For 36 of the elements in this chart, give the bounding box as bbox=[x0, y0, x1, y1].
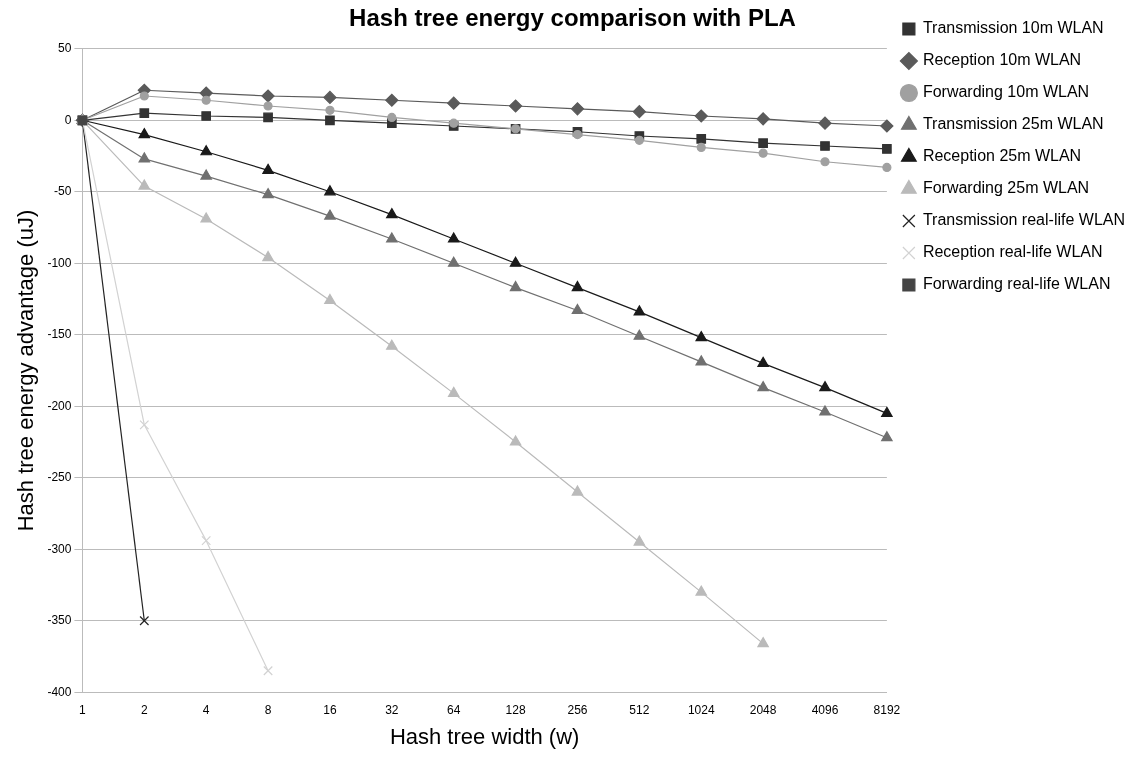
x-tick-label: 1024 bbox=[687, 702, 715, 717]
legend-label: Reception real-life WLAN bbox=[922, 243, 1103, 261]
x-tick-label: 16 bbox=[323, 702, 337, 717]
y-tick-label: -250 bbox=[47, 470, 72, 485]
legend-label: Reception 25m WLAN bbox=[922, 147, 1082, 165]
legend-label: Forwarding real-life WLAN bbox=[922, 275, 1111, 293]
y-tick-label: -350 bbox=[47, 613, 72, 628]
legend-label: Transmission real-life WLAN bbox=[922, 211, 1126, 229]
legend-label: Reception 10m WLAN bbox=[922, 51, 1082, 69]
x-tick-label: 4 bbox=[202, 702, 210, 717]
y-axis-title: Hash tree energy advantage (uJ) bbox=[13, 209, 39, 532]
legend-label: Transmission 10m WLAN bbox=[922, 19, 1104, 37]
y-tick-label: -150 bbox=[47, 327, 72, 342]
y-tick-label: -200 bbox=[47, 398, 72, 413]
x-tick-label: 8192 bbox=[873, 702, 901, 717]
x-tick-label: 256 bbox=[567, 702, 588, 717]
x-tick-label: 4096 bbox=[811, 702, 839, 717]
y-tick-label: -300 bbox=[47, 541, 72, 556]
legend-label: Forwarding 10m WLAN bbox=[922, 83, 1090, 101]
y-tick-label: 50 bbox=[58, 41, 72, 56]
y-tick-label: 0 bbox=[64, 112, 72, 127]
chart-title: Hash tree energy comparison with PLA bbox=[349, 4, 796, 32]
x-tick-label: 128 bbox=[505, 702, 526, 717]
y-tick-label: -400 bbox=[47, 684, 72, 699]
x-axis-title: Hash tree width (w) bbox=[389, 723, 580, 749]
x-tick-label: 512 bbox=[629, 702, 650, 717]
legend-label: Forwarding 25m WLAN bbox=[922, 179, 1090, 197]
x-tick-label: 32 bbox=[385, 702, 399, 717]
x-tick-label: 64 bbox=[447, 702, 461, 717]
x-tick-label: 8 bbox=[264, 702, 272, 717]
legend-label: Transmission 25m WLAN bbox=[922, 115, 1104, 133]
x-tick-label: 2048 bbox=[749, 702, 777, 717]
x-tick-label: 2 bbox=[140, 702, 148, 717]
y-tick-label: -100 bbox=[47, 255, 72, 270]
y-tick-label: -50 bbox=[54, 184, 72, 199]
x-tick-label: 1 bbox=[79, 702, 87, 717]
